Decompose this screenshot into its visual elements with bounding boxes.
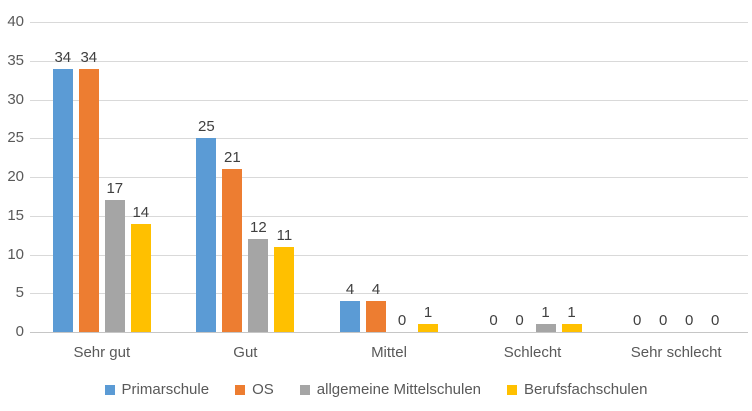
data-label: 1 [541, 304, 550, 322]
y-axis-tick-label: 5 [15, 284, 24, 302]
data-label: 0 [633, 312, 642, 329]
gridline [30, 254, 748, 256]
data-label: 34 [54, 48, 72, 66]
bar-slot: 14 [130, 203, 151, 332]
bar-slot: 11 [274, 226, 295, 332]
bar [104, 200, 125, 332]
y-axis-tick-label: 20 [7, 168, 24, 185]
plot-area: 34 34 17 14 25 21 12 11 4 4 0 1 0 0 1 1 0 0 0 0 [30, 22, 748, 333]
data-label: 0 [659, 312, 668, 329]
gridline [30, 215, 748, 217]
x-axis-category-label: Gut [233, 344, 258, 361]
y-axis-tick-label: 25 [7, 129, 24, 147]
data-label: 4 [371, 281, 381, 298]
bar [248, 239, 269, 332]
bar-slot: 0 [627, 312, 647, 332]
bar [130, 223, 151, 332]
bar [274, 246, 295, 332]
legend-swatch-icon [299, 384, 310, 395]
data-label: 1 [423, 304, 433, 322]
data-label: 0 [515, 312, 524, 329]
bar-slot: 0 [484, 312, 504, 332]
data-label: 11 [276, 226, 293, 244]
data-label: 4 [345, 281, 355, 298]
legend: Primarschule OS allgemeine Mittelschulen Be… [0, 381, 752, 398]
legend-item: OS [235, 381, 274, 398]
gridline [30, 99, 748, 101]
x-axis-category-labels: Sehr gut Gut Mittel Schlecht Sehr schlecht [30, 344, 748, 361]
bar-slot: 0 [705, 312, 725, 332]
bar [365, 301, 386, 332]
bar-group: 34 34 17 14 [30, 22, 174, 332]
y-axis-tick-label: 30 [7, 90, 24, 108]
legend-item: Primarschule [104, 381, 210, 398]
data-label: 0 [397, 312, 407, 329]
data-label: 17 [106, 180, 124, 198]
data-label: 21 [224, 149, 241, 167]
data-label: 34 [80, 48, 98, 66]
y-axis-tick-label: 15 [7, 206, 24, 224]
gridline [30, 293, 748, 295]
data-label: 25 [198, 118, 215, 136]
bar-slot: 12 [248, 219, 269, 332]
data-label: 0 [685, 312, 694, 329]
bar-slot: 1 [417, 304, 438, 332]
x-axis-category-label: Mittel [371, 344, 407, 361]
bar-slot: 34 [78, 48, 99, 332]
legend-swatch-icon [235, 384, 246, 395]
legend-label: OS [252, 381, 274, 398]
gridline [30, 138, 748, 140]
bar [222, 169, 243, 332]
bar [196, 138, 217, 332]
legend-swatch-icon [104, 384, 115, 395]
data-label: 14 [132, 203, 150, 221]
bar [78, 68, 99, 332]
x-axis-category-label: Sehr schlecht [630, 344, 722, 361]
data-label: 1 [567, 304, 576, 322]
legend-label: Berufsfachschulen [524, 381, 648, 398]
bar-slot: 0 [392, 312, 412, 332]
bar-slot: 17 [104, 180, 125, 332]
legend-swatch-icon [507, 384, 518, 395]
legend-item: allgemeine Mittelschulen [299, 381, 482, 398]
bar [339, 301, 360, 332]
y-axis-tick-label: 10 [7, 245, 24, 263]
bar [561, 324, 582, 332]
legend-label: Primarschule [121, 381, 210, 398]
gridline [30, 177, 748, 178]
bar-slot: 0 [653, 312, 673, 332]
legend-item: Berufsfachschulen [507, 381, 647, 398]
bar-slot: 0 [510, 312, 530, 332]
bar [52, 68, 73, 332]
y-axis-tick-label: 40 [7, 13, 24, 30]
bar-groups: 34 34 17 14 25 21 12 11 4 4 0 1 0 0 1 1 0 0 0 0 [30, 22, 748, 332]
bar-slot: 4 [365, 281, 386, 332]
bar-slot: 4 [339, 281, 360, 332]
bar-slot: 0 [679, 312, 699, 332]
legend-label: allgemeine Mittelschulen [316, 381, 482, 398]
bar [417, 324, 438, 332]
x-axis-category-label: Schlecht [503, 344, 562, 361]
bar-slot: 1 [535, 304, 556, 332]
bar [535, 324, 556, 332]
x-axis-category-label: Sehr gut [73, 344, 131, 361]
bar-slot: 25 [196, 118, 217, 332]
gridline [30, 60, 748, 62]
gridline [30, 22, 748, 23]
y-axis-tick-label: 35 [7, 51, 24, 69]
data-label: 0 [711, 312, 720, 329]
y-axis-tick-label: 0 [15, 323, 24, 340]
data-label: 12 [250, 219, 267, 236]
bar-slot: 1 [561, 304, 582, 332]
data-label: 0 [489, 312, 498, 329]
bar-slot: 34 [52, 48, 73, 332]
bar-slot: 21 [222, 149, 243, 332]
x-axis-baseline [30, 332, 748, 333]
bar-group: 25 21 12 11 [174, 22, 318, 332]
